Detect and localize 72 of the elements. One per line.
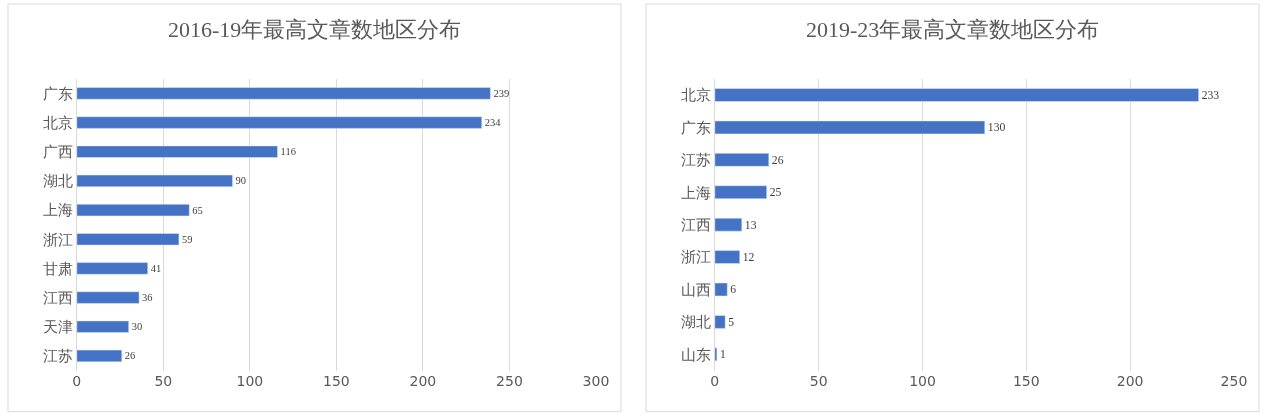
x-tick-label: 250 <box>1220 372 1248 389</box>
y-tick-label: 江西 <box>42 288 73 307</box>
bar <box>76 320 129 333</box>
data-label: 26 <box>124 350 136 362</box>
y-tick-label: 天津 <box>42 318 73 337</box>
bar <box>76 262 149 275</box>
bar <box>76 233 180 246</box>
x-tick-label: 200 <box>409 372 437 389</box>
data-label: 130 <box>987 121 1006 135</box>
bar <box>76 87 491 100</box>
bar <box>714 185 767 199</box>
bar <box>76 174 233 187</box>
y-tick-label: 广东 <box>680 118 711 137</box>
x-tick-label: 200 <box>1116 372 1144 389</box>
chart-title: 2016-19年最高文章数地区分布 <box>168 17 462 42</box>
bar <box>714 347 718 362</box>
data-label: 239 <box>493 87 510 99</box>
y-tick-label: 湖北 <box>680 313 711 332</box>
bar <box>76 145 278 158</box>
bar <box>76 116 483 129</box>
y-tick-label: 江西 <box>680 215 711 234</box>
x-tick-label: 300 <box>582 372 610 389</box>
data-label: 26 <box>771 153 784 167</box>
bar <box>76 349 123 363</box>
x-tick-label: 0 <box>72 372 82 389</box>
x-tick-label: 150 <box>323 372 350 389</box>
y-tick-label: 北京 <box>680 86 711 105</box>
y-tick-label: 北京 <box>42 113 73 132</box>
y-tick-label: 广东 <box>42 84 73 103</box>
bar <box>714 282 728 297</box>
bar <box>714 153 770 167</box>
bar <box>76 291 140 304</box>
data-label: 41 <box>150 262 162 274</box>
x-tick-label: 50 <box>154 372 173 389</box>
data-label: 116 <box>280 146 296 158</box>
data-label: 36 <box>142 292 153 304</box>
x-tick-label: 100 <box>236 372 264 389</box>
data-label: 65 <box>192 204 203 216</box>
x-tick-label: 0 <box>710 372 720 389</box>
bar <box>76 203 190 217</box>
x-tick-label: 50 <box>809 372 828 389</box>
data-label: 233 <box>1201 88 1220 102</box>
data-label: 13 <box>744 218 757 232</box>
y-tick-label: 广西 <box>42 142 73 161</box>
y-tick-label: 江苏 <box>680 151 711 170</box>
bar <box>714 88 1199 102</box>
data-label: 12 <box>742 250 755 264</box>
data-label: 6 <box>730 283 737 297</box>
x-tick-label: 250 <box>496 372 523 389</box>
x-tick-label: 100 <box>909 372 936 389</box>
data-label: 25 <box>769 186 782 200</box>
y-tick-label: 浙江 <box>680 248 711 267</box>
y-tick-label: 甘肃 <box>42 259 73 278</box>
bar <box>714 315 726 329</box>
data-label: 5 <box>728 315 735 329</box>
data-label: 30 <box>131 321 143 333</box>
data-label: 90 <box>235 175 247 187</box>
data-label: 59 <box>181 233 193 245</box>
y-tick-label: 湖北 <box>42 172 73 191</box>
y-tick-label: 浙江 <box>42 230 73 249</box>
y-tick-label: 上海 <box>42 201 73 220</box>
data-label: 234 <box>484 117 502 129</box>
data-label: 1 <box>719 348 726 362</box>
bar <box>714 120 986 135</box>
bar <box>714 250 740 264</box>
chart-title: 2019-23年最高文章数地区分布 <box>806 17 1100 42</box>
x-tick-label: 150 <box>1012 372 1040 389</box>
y-tick-label: 山西 <box>680 280 711 299</box>
y-tick-label: 山东 <box>680 345 711 364</box>
y-tick-label: 上海 <box>680 183 711 202</box>
y-tick-label: 江苏 <box>42 347 73 366</box>
bar <box>714 217 743 232</box>
